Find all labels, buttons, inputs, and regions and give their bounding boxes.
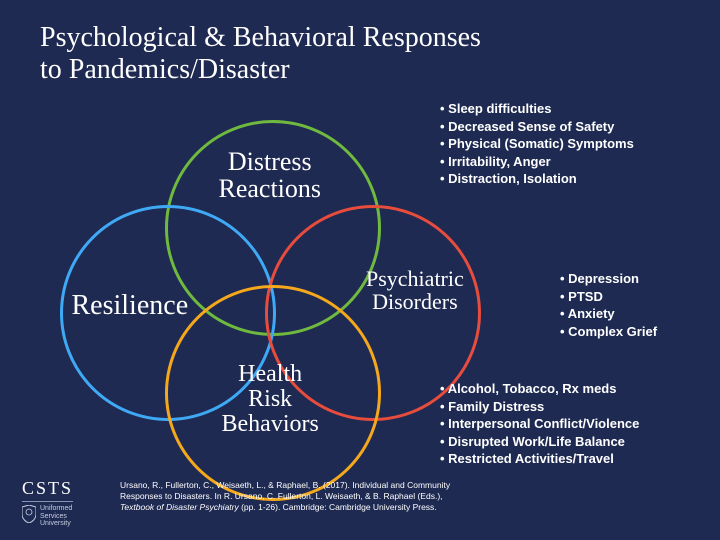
circle-label-resilience: Resilience	[72, 291, 189, 320]
bullet-item: Anxiety	[560, 305, 657, 323]
bullet-item: Interpersonal Conflict/Violence	[440, 415, 639, 433]
bullet-item: Family Distress	[440, 398, 639, 416]
bullets-distress: Sleep difficultiesDecreased Sense of Saf…	[440, 100, 634, 188]
bullet-item: Irritability, Anger	[440, 153, 634, 171]
citation-italic: Textbook of Disaster Psychiatry	[120, 502, 239, 512]
slide: { "background_color": "#1e2a52", "title"…	[0, 0, 720, 540]
bullet-item: Physical (Somatic) Symptoms	[440, 135, 634, 153]
bullet-item: Alcohol, Tobacco, Rx meds	[440, 380, 639, 398]
citation-plain: Ursano, R., Fullerton, C., Weisaeth, L.,…	[120, 480, 450, 501]
bullet-item: Complex Grief	[560, 323, 657, 341]
title-line1: Psychological & Behavioral Responses	[40, 22, 481, 53]
bullet-item: Depression	[560, 270, 657, 288]
logo-csts-text: CSTS	[22, 478, 73, 502]
bullet-item: Decreased Sense of Safety	[440, 118, 634, 136]
citation: Ursano, R., Fullerton, C., Weisaeth, L.,…	[120, 480, 470, 513]
slide-title: Psychological & Behavioral Responses to …	[40, 22, 481, 86]
circle-label-psych: Psychiatric Disorders	[366, 267, 464, 313]
logo-subtext: Uniformed Services University	[40, 505, 72, 528]
bullet-item: Restricted Activities/Travel	[440, 450, 639, 468]
bullets-psychiatric: DepressionPTSDAnxietyComplex Grief	[560, 270, 657, 340]
logo-sub3: University	[40, 520, 72, 528]
circle-label-health: Health Risk Behaviors	[222, 362, 319, 438]
logo-sub2: Services	[40, 513, 72, 521]
logo-sub1: Uniformed	[40, 505, 72, 513]
bullet-item: Distraction, Isolation	[440, 170, 634, 188]
bullet-item: PTSD	[560, 288, 657, 306]
bullet-item: Disrupted Work/Life Balance	[440, 433, 639, 451]
citation-after: (pp. 1-26). Cambridge: Cambridge Univers…	[239, 502, 437, 512]
title-line2: to Pandemics/Disaster	[40, 54, 290, 85]
shield-icon	[22, 505, 36, 523]
csts-logo: CSTS Uniformed Services University	[22, 478, 73, 528]
bullet-item: Sleep difficulties	[440, 100, 634, 118]
bullets-health-risk: Alcohol, Tobacco, Rx medsFamily Distress…	[440, 380, 639, 468]
circle-label-distress: Distress Reactions	[219, 148, 322, 203]
